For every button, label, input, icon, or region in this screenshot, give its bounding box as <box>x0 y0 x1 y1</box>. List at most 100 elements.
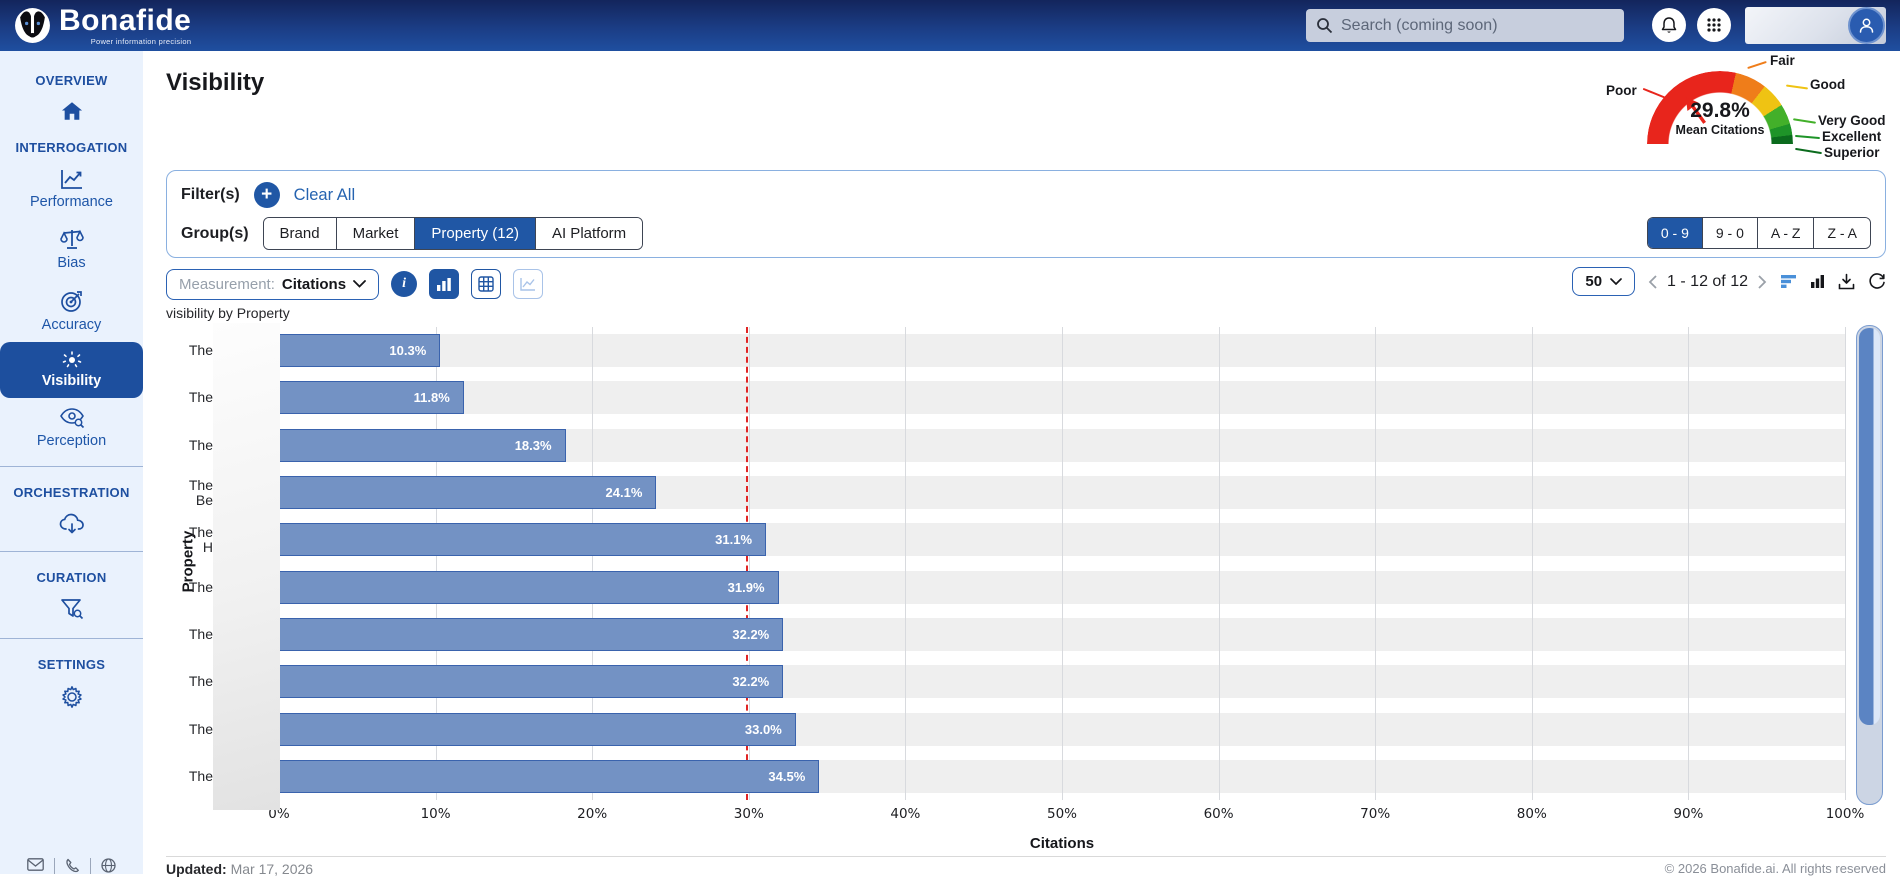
chart-row: The 11.8% <box>166 374 1886 421</box>
chart-row: The 10.3% <box>166 327 1886 374</box>
apps-grid-icon <box>1706 17 1722 33</box>
bar-value-label: 18.3% <box>514 437 552 453</box>
bar-value-label: 10.3% <box>389 343 427 359</box>
apps-grid-button[interactable] <box>1697 8 1731 42</box>
bar[interactable]: 31.9% <box>279 570 779 604</box>
page-size-select[interactable]: 50 <box>1572 267 1636 296</box>
brand-logo[interactable]: Bonafide Power information precision <box>14 5 192 46</box>
table-icon <box>478 276 494 292</box>
row-plot: 34.5% <box>279 759 1845 793</box>
sort-button-0-9[interactable]: 0 - 9 <box>1647 218 1703 248</box>
mean-citations-gauge: 29.8% Mean Citations Poor Fair Good Very… <box>1600 53 1898 169</box>
gauge-leader-line <box>1785 84 1809 90</box>
phone-icon[interactable] <box>55 856 90 875</box>
bar[interactable]: 18.3% <box>279 428 566 462</box>
notifications-button[interactable] <box>1652 8 1686 42</box>
chevron-down-icon <box>1610 278 1622 285</box>
bar[interactable]: 34.5% <box>279 759 820 793</box>
next-page-icon[interactable] <box>1758 274 1767 289</box>
bar[interactable]: 11.8% <box>279 381 464 415</box>
category-label: The <box>188 673 213 690</box>
group-button-brand[interactable]: Brand <box>263 218 337 249</box>
label-blur-overlay <box>213 323 280 810</box>
search-input[interactable] <box>1341 16 1614 35</box>
footer-divider <box>90 858 91 874</box>
sort-button-z-a[interactable]: Z - A <box>1814 218 1870 248</box>
sidebar-item-home[interactable] <box>0 92 143 130</box>
row-plot: 11.8% <box>279 381 1845 415</box>
copyright-text: © 2026 Bonafide.ai. All rights reserved <box>1664 861 1886 876</box>
sidebar-item-settings[interactable] <box>0 676 143 718</box>
filters-label: Filter(s) <box>181 186 240 203</box>
user-avatar[interactable] <box>1848 7 1885 44</box>
category-label: The <box>188 578 213 595</box>
sidebar-item-orchestration[interactable] <box>0 504 143 543</box>
x-tick-label: 40% <box>890 806 921 822</box>
sort-button-a-z[interactable]: A - Z <box>1757 218 1815 248</box>
page-size-value: 50 <box>1585 273 1603 290</box>
bar-chart-view-button[interactable] <box>429 269 460 299</box>
table-view-button[interactable] <box>471 269 502 299</box>
brand-tagline: Power information precision <box>90 36 192 46</box>
horizontal-bars-icon[interactable] <box>1780 274 1797 289</box>
person-icon <box>1857 16 1876 35</box>
group-button-market[interactable]: Market <box>336 218 416 249</box>
sidebar-item-visibility[interactable]: Visibility <box>0 342 143 398</box>
visibility-bar-chart: Property The 10.3% The 11.8% The 18.3% The Be 2… <box>166 323 1886 853</box>
badger-logo-icon <box>14 7 51 44</box>
sidebar-item-curation[interactable] <box>0 589 143 630</box>
gauge-label-fair: Fair <box>1770 53 1795 68</box>
sidebar-item-bias[interactable]: Bias <box>0 219 143 280</box>
sidebar-item-performance[interactable]: Performance <box>0 159 143 219</box>
chart-scrollbar[interactable] <box>1856 325 1883 805</box>
sidebar-divider <box>0 638 143 639</box>
envelope-icon[interactable] <box>17 856 54 873</box>
filters-card: Filter(s) + Clear All Group(s) Brand Mar… <box>166 170 1886 258</box>
row-plot: 24.1% <box>279 476 1845 510</box>
line-chart-view-button[interactable] <box>513 269 544 299</box>
sidebar-item-label: Accuracy <box>41 317 102 333</box>
group-button-ai-platform[interactable]: AI Platform <box>535 218 643 249</box>
scrollbar-thumb[interactable] <box>1859 328 1880 725</box>
chart-plot-rows: The 10.3% The 11.8% The 18.3% The Be 24.1% The H… <box>166 327 1886 800</box>
add-filter-button[interactable]: + <box>253 182 280 208</box>
clear-all-link[interactable]: Clear All <box>293 185 356 204</box>
info-button[interactable]: i <box>391 271 418 297</box>
sort-button-9-0[interactable]: 9 - 0 <box>1702 218 1758 248</box>
vertical-bars-icon[interactable] <box>1810 274 1825 289</box>
home-icon <box>61 101 83 121</box>
refresh-icon[interactable] <box>1868 273 1886 290</box>
row-plot: 33.0% <box>279 712 1845 746</box>
globe-icon[interactable] <box>91 856 126 875</box>
bar-value-label: 34.5% <box>768 768 806 784</box>
measurement-value: Citations <box>281 275 347 293</box>
chart-row: The 18.3% <box>166 422 1886 469</box>
sort-button-group: 0 - 9 9 - 0 A - Z Z - A <box>1646 217 1871 249</box>
chevron-down-icon <box>353 280 366 288</box>
measurement-select[interactable]: Measurement: Citations <box>166 268 380 300</box>
prev-page-icon[interactable] <box>1648 274 1657 289</box>
chart-row: The 34.5% <box>166 753 1886 800</box>
row-track <box>279 334 1845 368</box>
bar[interactable]: 24.1% <box>279 476 657 510</box>
row-plot: 31.1% <box>279 523 1845 557</box>
sidebar-item-perception[interactable]: Perception <box>0 398 143 458</box>
main-footer: Updated: Mar 17, 2026 © 2026 Bonafide.ai… <box>166 856 1886 877</box>
bar[interactable]: 33.0% <box>279 712 796 746</box>
gauge-label-superior: Superior <box>1824 145 1880 160</box>
bar[interactable]: 32.2% <box>279 665 784 699</box>
sidebar-footer <box>0 856 143 874</box>
x-tick-label: 100% <box>1825 806 1865 822</box>
sidebar-item-accuracy[interactable]: Accuracy <box>0 280 143 342</box>
bar[interactable]: 31.1% <box>279 523 767 557</box>
category-label: The <box>188 342 213 359</box>
group-button-property[interactable]: Property (12) <box>415 218 536 249</box>
x-tick-label: 20% <box>577 806 608 822</box>
sidebar-header-overview: OVERVIEW <box>35 73 108 88</box>
bar[interactable]: 32.2% <box>279 617 784 651</box>
x-tick-label: 30% <box>733 806 764 822</box>
download-icon[interactable] <box>1838 273 1855 290</box>
search-bar[interactable] <box>1306 9 1624 42</box>
sidebar-header-settings: SETTINGS <box>37 657 106 672</box>
bar[interactable]: 10.3% <box>279 334 441 368</box>
